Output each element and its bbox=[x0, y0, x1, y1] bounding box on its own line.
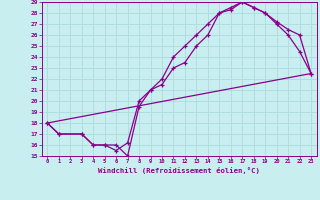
X-axis label: Windchill (Refroidissement éolien,°C): Windchill (Refroidissement éolien,°C) bbox=[98, 167, 260, 174]
